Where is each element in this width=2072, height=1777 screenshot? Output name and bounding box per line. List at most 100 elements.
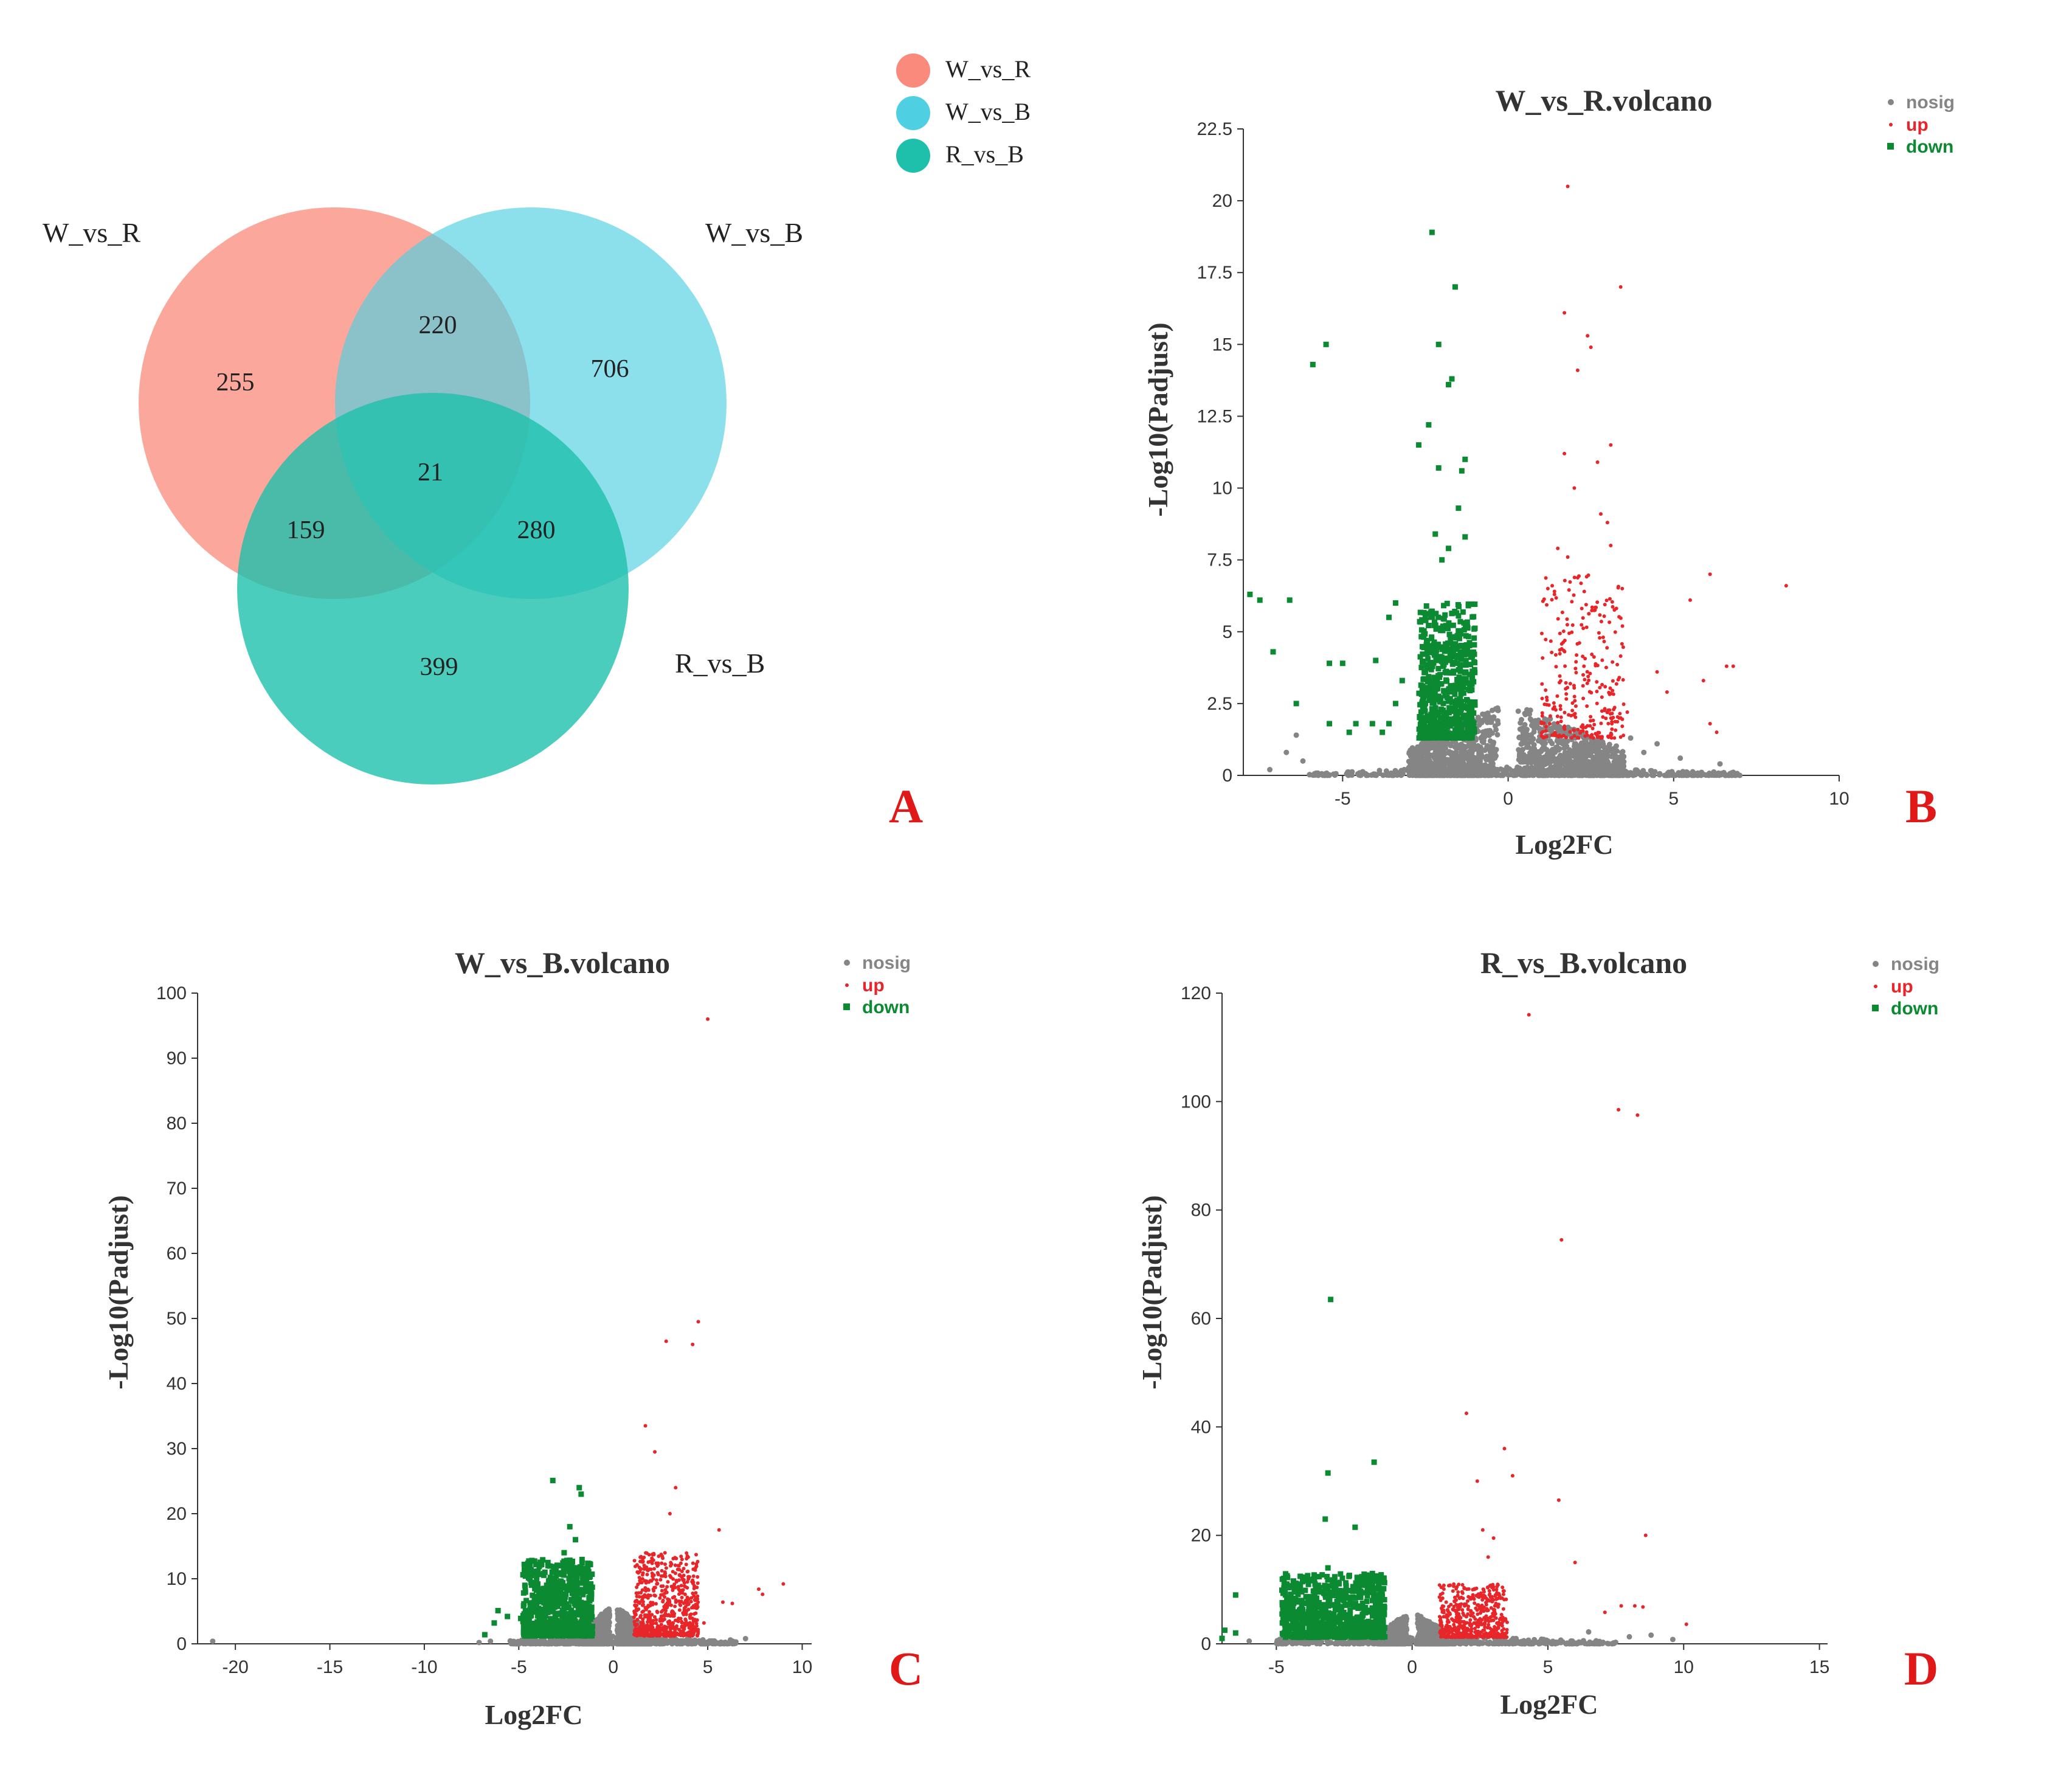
point-nosig xyxy=(558,1640,564,1646)
point-up xyxy=(1553,653,1558,657)
point-up xyxy=(1592,655,1596,659)
point-nosig xyxy=(1419,756,1425,762)
point-nosig xyxy=(1437,746,1443,752)
point-up xyxy=(1563,710,1567,715)
point-nosig xyxy=(1267,767,1273,773)
legend-label-nosig: nosig xyxy=(1906,92,1955,113)
point-up xyxy=(1589,715,1593,719)
point-nosig xyxy=(1410,765,1416,771)
point-up xyxy=(1550,650,1554,654)
point-down xyxy=(1435,341,1442,347)
point-nosig xyxy=(1713,772,1719,778)
point-down xyxy=(1327,660,1333,667)
point-nosig xyxy=(1558,767,1564,774)
point-up xyxy=(1565,623,1569,627)
point-down xyxy=(1434,686,1440,692)
point-nosig xyxy=(1594,768,1600,774)
point-up xyxy=(1563,727,1567,731)
point-nosig xyxy=(1484,766,1490,772)
legend-label-wb: W_vs_B xyxy=(945,98,1031,125)
point-up xyxy=(1608,620,1612,625)
point-down xyxy=(1418,665,1424,671)
point-down xyxy=(1426,622,1432,628)
point-down xyxy=(1380,729,1386,735)
y-tick-label: 12.5 xyxy=(1197,406,1232,426)
y-tick-label: 10 xyxy=(1212,479,1232,499)
point-nosig xyxy=(1531,742,1537,748)
point-up xyxy=(1555,714,1559,718)
point-down xyxy=(1425,677,1431,683)
point-nosig xyxy=(1568,753,1574,759)
point-nosig xyxy=(606,1608,612,1614)
point-up xyxy=(1581,684,1585,688)
point-down xyxy=(1438,681,1444,687)
point-down xyxy=(1310,361,1316,367)
point-nosig xyxy=(1493,727,1499,733)
point-nosig xyxy=(1414,756,1420,762)
point-nosig xyxy=(1466,740,1473,746)
point-down xyxy=(1443,690,1449,696)
point-nosig xyxy=(1504,764,1510,771)
point-nosig xyxy=(1435,771,1442,777)
point-nosig xyxy=(1488,719,1494,726)
point-down xyxy=(1459,468,1465,474)
point-down xyxy=(1437,720,1443,726)
point-nosig xyxy=(1576,758,1582,764)
point-up xyxy=(1724,664,1728,668)
point-nosig xyxy=(606,1632,612,1638)
point-up xyxy=(1607,690,1611,695)
point-up xyxy=(1615,662,1620,667)
point-nosig xyxy=(1460,772,1466,778)
x-tick-label: -15 xyxy=(317,1657,343,1677)
point-down xyxy=(1448,716,1454,722)
point-down xyxy=(1428,719,1434,725)
point-up xyxy=(1597,631,1601,635)
point-down xyxy=(1426,422,1432,428)
data-points xyxy=(1247,184,1788,778)
point-nosig xyxy=(1657,771,1663,777)
point-down xyxy=(1427,684,1433,690)
point-down xyxy=(1327,721,1333,727)
point-down xyxy=(1369,721,1375,727)
point-nosig xyxy=(1578,747,1584,753)
chart-title: W_vs_R.volcano xyxy=(1496,83,1713,117)
point-down xyxy=(1465,603,1471,609)
y-tick-label: 7.5 xyxy=(1207,550,1232,570)
point-up xyxy=(1598,613,1602,617)
point-up xyxy=(1542,597,1546,601)
point-up xyxy=(1620,724,1625,729)
point-up xyxy=(1599,736,1603,740)
point-nosig xyxy=(1452,740,1459,746)
venn-count-wr-only: 255 xyxy=(216,369,255,397)
point-up xyxy=(1604,716,1608,721)
point-up xyxy=(1610,727,1614,732)
point-nosig xyxy=(1563,757,1569,763)
point-up xyxy=(1620,642,1624,646)
point-nosig xyxy=(1527,707,1533,713)
point-nosig xyxy=(685,1641,691,1647)
point-up xyxy=(1609,716,1613,720)
point-nosig xyxy=(1493,747,1499,753)
point-down xyxy=(1432,710,1438,716)
point-down xyxy=(1446,631,1452,637)
point-down xyxy=(1433,657,1439,663)
point-up xyxy=(1605,646,1609,650)
point-up xyxy=(1688,598,1692,602)
point-nosig xyxy=(580,1638,586,1644)
point-nosig xyxy=(1482,747,1488,753)
point-nosig xyxy=(1532,759,1538,765)
point-up xyxy=(1578,731,1582,735)
point-nosig xyxy=(1578,772,1584,778)
point-nosig xyxy=(1482,711,1488,717)
point-nosig xyxy=(1654,741,1660,747)
legend-swatch-wr xyxy=(896,54,930,88)
point-up xyxy=(1544,688,1548,692)
point-nosig xyxy=(1460,761,1466,767)
point-down xyxy=(1416,442,1422,448)
point-nosig xyxy=(1584,746,1590,752)
point-down xyxy=(1424,645,1430,651)
point-nosig xyxy=(1611,772,1617,778)
point-up xyxy=(1559,719,1563,724)
